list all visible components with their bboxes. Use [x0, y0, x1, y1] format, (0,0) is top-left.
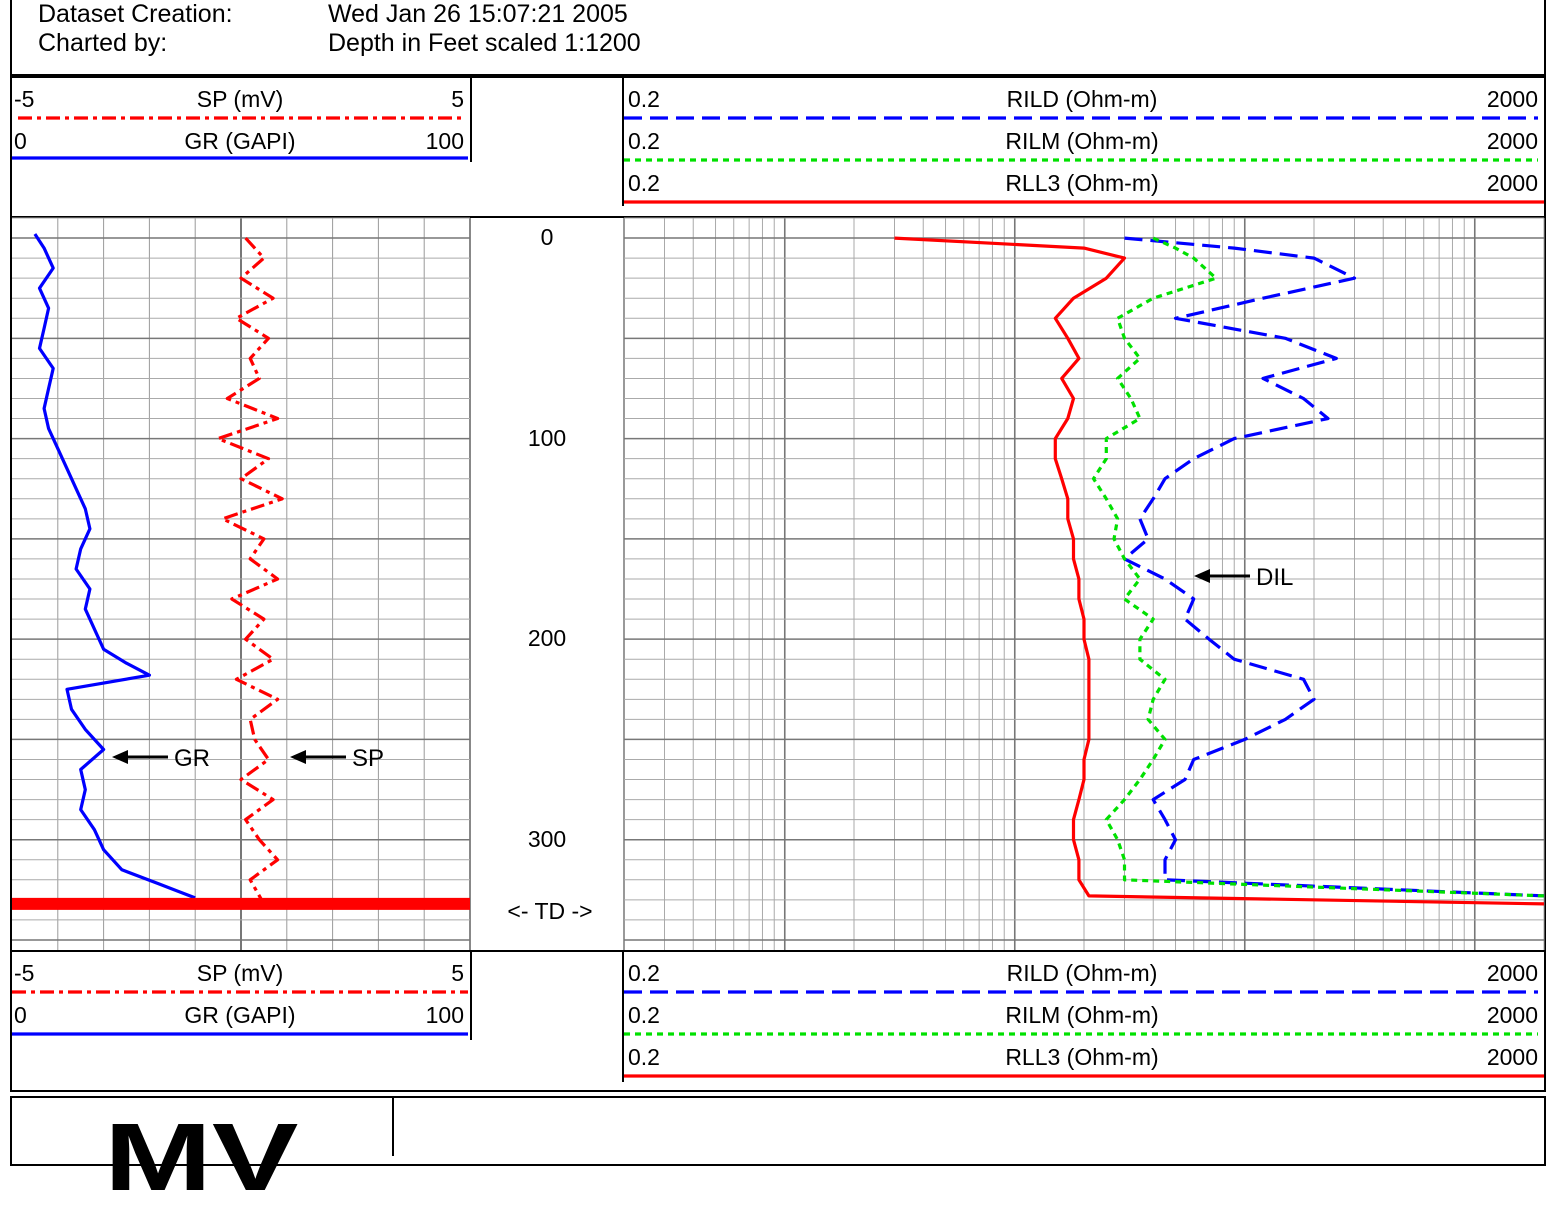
gr-annotation-arrow-head	[112, 750, 128, 764]
gr-name-label: GR (GAPI)	[184, 128, 296, 154]
gr-min-label-bottom: 0	[14, 1002, 27, 1028]
charted-value: Depth in Feet scaled 1:1200	[328, 29, 641, 57]
sp-annotation-label: SP	[352, 745, 384, 772]
sp-max-label: 5	[451, 86, 464, 112]
creation-label: Dataset Creation:	[38, 0, 233, 28]
rilm-min-label-bottom: 0.2	[628, 1002, 660, 1028]
gr-max-label: 100	[425, 128, 464, 154]
depth-label: 200	[527, 625, 567, 652]
charted-label: Charted by:	[38, 29, 168, 57]
header-box	[10, 0, 1546, 76]
rll3-name-label-bottom: RLL3 (Ohm-m)	[1005, 1044, 1159, 1070]
bottom-header-divider	[622, 950, 624, 1082]
company-logo: MV	[104, 1104, 299, 1211]
rild-name-label-bottom: RILD (Ohm-m)	[1006, 960, 1158, 986]
rild-min-label-bottom: 0.2	[628, 960, 660, 986]
rild-max-label-bottom: 2000	[1486, 960, 1538, 986]
track-header-divider	[622, 76, 624, 206]
rll3-max-label-bottom: 2000	[1486, 1044, 1538, 1070]
bottom-header-box	[10, 950, 1546, 1092]
series-rild	[1122, 236, 1545, 898]
gr-max-label-bottom: 100	[425, 1002, 464, 1028]
series-rll3	[894, 236, 1545, 906]
rilm-name-label-bottom: RILM (Ohm-m)	[1005, 1002, 1159, 1028]
rild-max-label: 2000	[1486, 86, 1538, 112]
gr-min-label: 0	[14, 128, 27, 154]
rilm-max-label-bottom: 2000	[1486, 1002, 1538, 1028]
dil-annotation-label: DIL	[1256, 564, 1293, 591]
depth-label: 100	[527, 424, 567, 451]
sp-name-label-bottom: SP (mV)	[196, 960, 284, 986]
rll3-name-label: RLL3 (Ohm-m)	[1005, 170, 1159, 196]
track-header-divider	[470, 76, 472, 162]
dil-annotation-arrow-head	[1194, 569, 1210, 583]
td-band	[12, 897, 470, 910]
log-plot: GR SP DIL	[12, 116, 1545, 1078]
rll3-min-label-bottom: 0.2	[628, 1044, 660, 1070]
series-rilm	[1091, 236, 1545, 898]
sp-max-label-bottom: 5	[451, 960, 464, 986]
footer-divider	[392, 1096, 394, 1156]
rilm-max-label: 2000	[1486, 128, 1538, 154]
sp-min-label-bottom: -5	[14, 960, 35, 986]
rll3-max-label: 2000	[1486, 170, 1538, 196]
rild-name-label: RILD (Ohm-m)	[1006, 86, 1158, 112]
bottom-header-divider	[470, 950, 472, 1040]
sp-min-label: -5	[14, 86, 35, 112]
creation-value: Wed Jan 26 15:07:21 2005	[328, 0, 628, 28]
depth-label: 0	[540, 224, 554, 251]
rilm-min-label: 0.2	[628, 128, 660, 154]
series-gr	[33, 233, 196, 900]
depth-label: 300	[527, 825, 567, 852]
rild-min-label: 0.2	[628, 86, 660, 112]
rll3-min-label: 0.2	[628, 170, 660, 196]
series-sp	[216, 237, 284, 905]
gr-name-label-bottom: GR (GAPI)	[184, 1002, 296, 1028]
sp-annotation-arrow-head	[290, 750, 306, 764]
sp-name-label: SP (mV)	[196, 86, 284, 112]
rilm-name-label: RILM (Ohm-m)	[1005, 128, 1159, 154]
td-label: <- TD ->	[507, 898, 593, 924]
gr-annotation-label: GR	[174, 745, 210, 772]
